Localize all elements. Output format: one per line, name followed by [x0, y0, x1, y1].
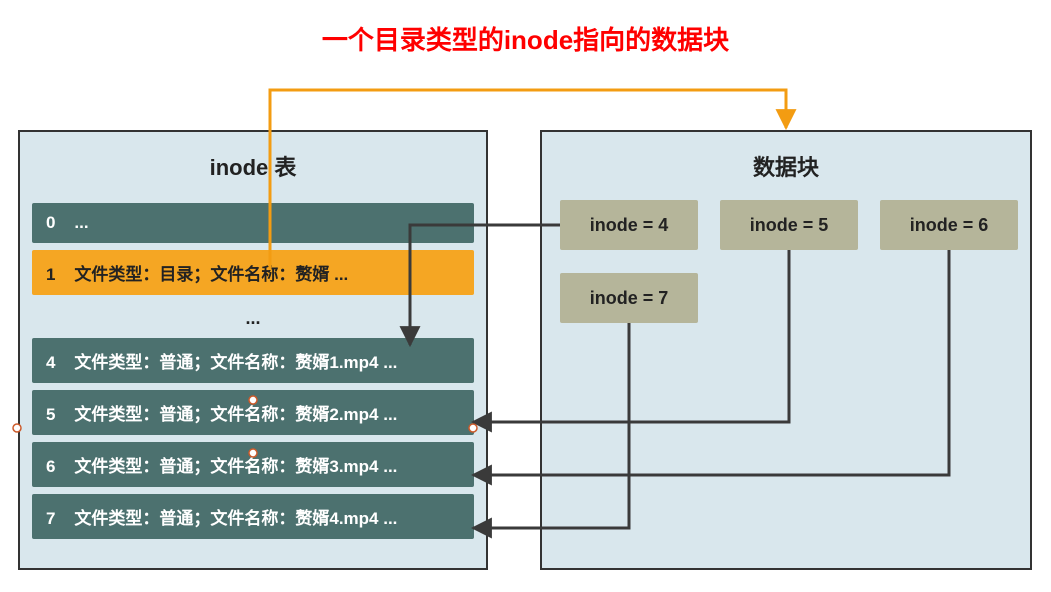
- inode-row-5: 5 文件类型：普通；文件名称：赘婿2.mp4 ...: [32, 390, 474, 435]
- inode-row-1: 1 文件类型：目录；文件名称：赘婿 ...: [32, 250, 474, 295]
- data-block-panel: 数据块: [540, 130, 1032, 570]
- inode-row-4-idx: 4: [46, 353, 55, 372]
- inode-row-0-idx: 0: [46, 213, 55, 232]
- data-block-inode7: inode = 7: [560, 273, 698, 323]
- inode-row-7-idx: 7: [46, 509, 55, 528]
- inode-row-1-text: 文件类型：目录；文件名称：赘婿 ...: [74, 265, 348, 284]
- inode-row-7-text: 文件类型：普通；文件名称：赘婿4.mp4 ...: [74, 509, 397, 528]
- inode-row-5-idx: 5: [46, 405, 55, 424]
- inode-table-header: inode 表: [20, 132, 486, 196]
- inode-row-6-text: 文件类型：普通；文件名称：赘婿3.mp4 ...: [74, 457, 397, 476]
- data-block-header: 数据块: [542, 132, 1030, 196]
- diagram-title: 一个目录类型的inode指向的数据块: [0, 20, 1051, 57]
- inode-row-5-text: 文件类型：普通；文件名称：赘婿2.mp4 ...: [74, 405, 397, 424]
- inode-rows-ellipsis: ...: [20, 302, 486, 331]
- inode-row-6-idx: 6: [46, 457, 55, 476]
- inode-row-0: 0 ...: [32, 203, 474, 243]
- data-block-inode5: inode = 5: [720, 200, 858, 250]
- inode-row-4-text: 文件类型：普通；文件名称：赘婿1.mp4 ...: [74, 353, 397, 372]
- inode-row-7: 7 文件类型：普通；文件名称：赘婿4.mp4 ...: [32, 494, 474, 539]
- inode-row-4: 4 文件类型：普通；文件名称：赘婿1.mp4 ...: [32, 338, 474, 383]
- data-block-inode4: inode = 4: [560, 200, 698, 250]
- inode-row-6: 6 文件类型：普通；文件名称：赘婿3.mp4 ...: [32, 442, 474, 487]
- inode-row-0-text: ...: [74, 213, 88, 232]
- data-block-inode6: inode = 6: [880, 200, 1018, 250]
- inode-table-panel: inode 表 0 ... 1 文件类型：目录；文件名称：赘婿 ... ... …: [18, 130, 488, 570]
- inode-row-1-idx: 1: [46, 265, 55, 284]
